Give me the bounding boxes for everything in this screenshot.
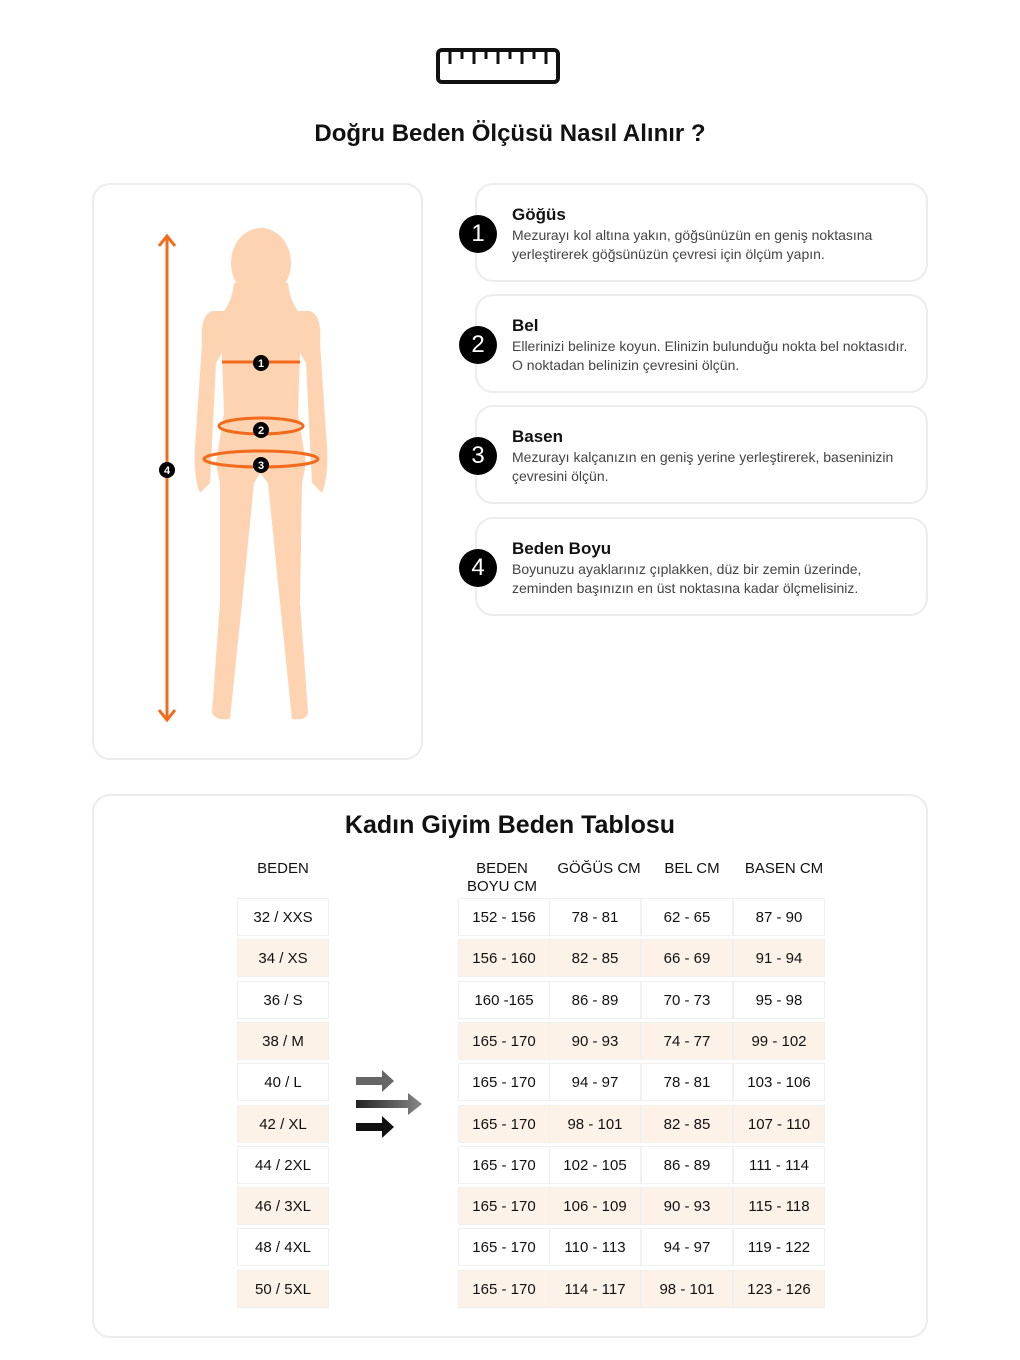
marker-4 xyxy=(159,462,175,478)
measurement-cell: 95 - 98 xyxy=(733,980,825,1019)
measurement-cell: 94 - 97 xyxy=(549,1063,641,1102)
page-title: Doğru Beden Ölçüsü Nasıl Alınır ? xyxy=(314,120,706,147)
step-description: Ellerinizi belinize koyun. Elinizin bulu… xyxy=(512,338,908,373)
step-card-beden-boyu: 4 Beden Boyu Boyunuzu ayaklarınız çıplak… xyxy=(459,517,928,616)
ruler-icon xyxy=(436,48,560,84)
measurement-cell: 91 - 94 xyxy=(733,939,825,978)
measurement-cell: 87 - 90 xyxy=(733,898,825,936)
measurement-cell: 107 - 110 xyxy=(733,1104,825,1143)
size-cell: 34 / XS xyxy=(237,939,329,978)
step-card-basen: 3 Basen Mezurayı kalçanızın en geniş yer… xyxy=(459,405,928,504)
step-description: Boyunuzu ayaklarınız çıplakken, düz bir … xyxy=(512,561,862,596)
header-bel: BEL CM xyxy=(664,860,720,877)
measurement-cell: 98 - 101 xyxy=(641,1269,733,1308)
measurement-cell: 114 - 117 xyxy=(549,1269,641,1308)
measurement-cell: 94 - 97 xyxy=(641,1228,733,1267)
measurement-cell: 152 - 156 xyxy=(458,898,550,936)
measurement-cell: 90 - 93 xyxy=(641,1187,733,1226)
measurement-cell: 165 - 170 xyxy=(458,1145,550,1184)
measurement-cell: 160 -165 xyxy=(458,980,550,1019)
measurement-cell: 98 - 101 xyxy=(549,1104,641,1143)
measurement-cell: 123 - 126 xyxy=(733,1269,825,1308)
size-cell: 42 / XL xyxy=(237,1104,329,1143)
step-title: Basen xyxy=(512,427,564,446)
measurement-cell: 90 - 93 xyxy=(549,1021,641,1060)
measurement-cell: 165 - 170 xyxy=(458,1063,550,1102)
measurement-cell: 165 - 170 xyxy=(458,1228,550,1267)
size-cell: 44 / 2XL xyxy=(237,1145,329,1184)
step-description: Mezurayı kalçanızın en geniş yerine yerl… xyxy=(512,449,894,484)
marker-4-label: 4 xyxy=(164,465,171,477)
step-title: Beden Boyu xyxy=(512,539,612,558)
marker-3 xyxy=(253,457,269,473)
header-beden-boyu: BEDEN BOYU CM xyxy=(466,860,537,895)
measurement-cell: 165 - 170 xyxy=(458,1187,550,1226)
measurement-cell: 156 - 160 xyxy=(458,939,550,978)
marker-1-label: 1 xyxy=(258,358,264,370)
measurement-cell: 102 - 105 xyxy=(549,1145,641,1184)
body-measurement-figure: 1 2 3 4 xyxy=(157,228,328,723)
measurement-cell: 74 - 77 xyxy=(641,1021,733,1060)
size-table-card xyxy=(92,794,928,1338)
size-cell: 32 / XXS xyxy=(237,898,329,936)
measurement-cell: 78 - 81 xyxy=(549,898,641,936)
arrows-icon xyxy=(356,1070,422,1138)
measurement-cell: 106 - 109 xyxy=(549,1187,641,1226)
step-title: Bel xyxy=(512,316,539,335)
measurement-cell: 82 - 85 xyxy=(641,1104,733,1143)
measurement-cell: 119 - 122 xyxy=(733,1228,825,1267)
size-cell: 50 / 5XL xyxy=(237,1269,329,1308)
measurement-cell: 165 - 170 xyxy=(458,1104,550,1143)
size-table-title: Kadın Giyim Beden Tablosu xyxy=(344,811,676,839)
body-figure-card xyxy=(92,183,423,760)
measurement-cell: 82 - 85 xyxy=(549,939,641,978)
size-cell: 46 / 3XL xyxy=(237,1187,329,1226)
size-cell: 40 / L xyxy=(237,1063,329,1102)
measurement-cell: 115 - 118 xyxy=(733,1187,825,1226)
measurement-cell: 165 - 170 xyxy=(458,1269,550,1308)
step-number: 1 xyxy=(459,215,497,253)
step-description: Mezurayı kol altına yakın, göğsünüzün en… xyxy=(512,227,873,262)
measurement-cell: 111 - 114 xyxy=(733,1145,825,1184)
measurement-cell: 86 - 89 xyxy=(641,1145,733,1184)
step-number: 2 xyxy=(459,326,497,364)
size-cell: 36 / S xyxy=(237,980,329,1019)
measurement-cell: 62 - 65 xyxy=(641,898,733,936)
marker-1 xyxy=(253,355,269,371)
header-gogus: GÖĞÜS CM xyxy=(557,860,641,877)
measurement-cell: 165 - 170 xyxy=(458,1021,550,1060)
step-number: 4 xyxy=(459,549,497,587)
step-title: Göğüs xyxy=(512,205,566,224)
measurement-cell: 70 - 73 xyxy=(641,980,733,1019)
marker-3-label: 3 xyxy=(258,460,264,472)
size-cell: 48 / 4XL xyxy=(237,1228,329,1267)
marker-2-label: 2 xyxy=(258,425,264,437)
header-beden: BEDEN xyxy=(257,860,309,877)
measurement-cell: 110 - 113 xyxy=(549,1228,641,1267)
step-number: 3 xyxy=(459,437,497,475)
measurement-cell: 66 - 69 xyxy=(641,939,733,978)
measurement-cell: 103 - 106 xyxy=(733,1063,825,1102)
header-basen: BASEN CM xyxy=(744,860,824,877)
measurement-cell: 86 - 89 xyxy=(549,980,641,1019)
marker-2 xyxy=(253,422,269,438)
size-cell: 38 / M xyxy=(237,1021,329,1060)
measurement-cell: 78 - 81 xyxy=(641,1063,733,1102)
step-card-bel: 2 Bel Ellerinizi belinize koyun. Elinizi… xyxy=(459,294,928,393)
measurement-cell: 99 - 102 xyxy=(733,1021,825,1060)
step-card-gogus: 1 Göğüs Mezurayı kol altına yakın, göğsü… xyxy=(459,183,928,282)
